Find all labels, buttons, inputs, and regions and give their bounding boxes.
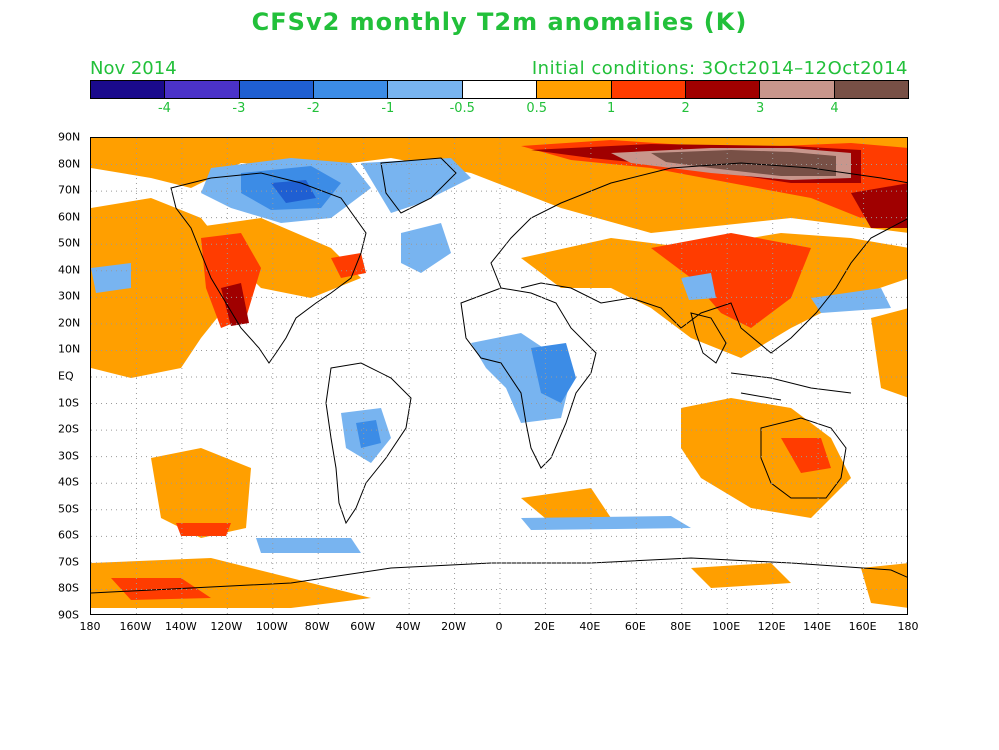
longitude-label: 20E (533, 620, 555, 633)
anomaly-region (331, 253, 366, 278)
anomaly-region (681, 398, 851, 518)
latitude-label: 50N (58, 236, 81, 250)
anomaly-region (151, 448, 251, 538)
coastlines (91, 157, 907, 594)
latitude-label: 40S (58, 475, 79, 489)
longitude-label: 160E (848, 620, 877, 633)
colorbar-swatch (91, 81, 166, 98)
colorbar-swatch (165, 81, 240, 98)
colorbar-label: -1 (381, 101, 395, 116)
colorbar-label: 4 (830, 101, 839, 116)
longitude-label: 60E (624, 620, 646, 633)
latitude-label: 70N (58, 183, 81, 197)
anomaly-region (201, 233, 261, 328)
latitude-label: 20N (58, 316, 81, 330)
anomaly-region (271, 180, 316, 203)
longitude-label: 40E (579, 620, 601, 633)
longitude-label: 80E (670, 620, 692, 633)
colorbar-swatch (314, 81, 389, 98)
anomaly-region (356, 420, 381, 448)
latitude-label: 80N (58, 157, 81, 171)
colorbar-swatch (462, 81, 538, 98)
longitude-label: 100E (712, 620, 741, 633)
colorbar-label: -4 (157, 101, 171, 116)
anomaly-map (90, 137, 908, 615)
longitude-label: 180 (79, 620, 101, 633)
cold-anomaly-layer (91, 158, 891, 553)
longitude-label: 120W (210, 620, 243, 633)
longitude-label: 120E (757, 620, 786, 633)
colorbar-label: 0.5 (526, 101, 548, 116)
latitude-label: 10N (58, 342, 81, 356)
longitude-label: 160W (119, 620, 152, 633)
coastline-australia (760, 417, 847, 499)
colorbar (90, 80, 909, 99)
latitude-label: 70S (58, 555, 79, 569)
colorbar-label: -0.5 (449, 101, 475, 116)
initial-conditions-label: Initial conditions: 3Oct2014–12Oct2014 (531, 58, 908, 79)
colorbar-label: 1 (607, 101, 616, 116)
latitude-label: 60N (58, 210, 81, 224)
latitude-label: 20S (58, 422, 79, 436)
coastline-south-america (325, 362, 412, 525)
anomaly-region (651, 233, 811, 328)
colorbar-swatch (611, 81, 686, 98)
anomaly-region (871, 308, 907, 398)
anomaly-region (681, 273, 716, 300)
latitude-label: 40N (58, 263, 81, 277)
colorbar-swatch (537, 81, 612, 98)
latitude-label: 60S (58, 528, 79, 542)
colorbar-label: -3 (232, 101, 246, 116)
anomaly-region (361, 158, 471, 213)
anomaly-region (521, 516, 691, 530)
valid-month-label: Nov 2014 (90, 58, 177, 79)
colorbar-swatch (685, 81, 761, 98)
anomaly-region (781, 438, 831, 473)
anomaly-region (811, 288, 891, 313)
anomaly-region (91, 263, 131, 293)
colorbar-swatch (760, 81, 835, 98)
coastline-north-america (170, 172, 367, 364)
anomaly-region (531, 343, 576, 403)
longitude-label: 0 (495, 620, 503, 633)
latitude-label: EQ (58, 369, 74, 383)
latitude-label: 30S (58, 449, 79, 463)
longitude-label: 60W (350, 620, 376, 633)
colorbar-swatch (239, 81, 315, 98)
latitude-label: 10S (58, 396, 79, 410)
longitude-label: 100W (255, 620, 288, 633)
anomaly-region (691, 563, 791, 588)
longitude-label: 40W (395, 620, 421, 633)
anomaly-region (401, 223, 451, 273)
anomaly-region (861, 563, 907, 608)
longitude-label: 140E (803, 620, 832, 633)
longitude-label: 80W (304, 620, 330, 633)
latitude-label: 90N (58, 130, 81, 144)
colorbar-swatch (388, 81, 463, 98)
anomaly-region (851, 183, 907, 228)
colorbar-label: 3 (755, 101, 765, 116)
latitude-label: 90S (58, 608, 79, 622)
map-svg (91, 138, 907, 614)
coastline-india (690, 312, 727, 364)
colorbar-swatch (834, 81, 908, 98)
latitude-label: 30N (58, 289, 81, 303)
anomaly-region (256, 538, 361, 553)
latitude-label: 80S (58, 581, 79, 595)
colorbar-label: 2 (681, 101, 690, 116)
anomaly-region (521, 488, 611, 523)
latitude-label: 50S (58, 502, 79, 516)
anomaly-region (176, 523, 231, 536)
longitude-label: 20W (441, 620, 466, 633)
longitude-label: 140W (164, 620, 197, 633)
anomaly-region (221, 283, 249, 326)
longitude-label: 180 (897, 620, 919, 633)
map-title: CFSv2 monthly T2m anomalies (K) (251, 8, 748, 36)
coastline-indonesia (730, 372, 852, 401)
coastline-africa (460, 287, 597, 469)
colorbar-label: -2 (306, 101, 320, 116)
coastline-greenland (380, 157, 457, 214)
